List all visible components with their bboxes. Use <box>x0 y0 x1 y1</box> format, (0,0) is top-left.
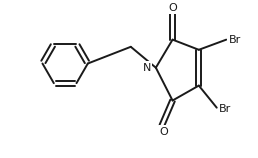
Text: Br: Br <box>229 35 241 45</box>
Text: N: N <box>143 63 151 73</box>
Text: O: O <box>160 127 168 137</box>
Text: O: O <box>168 3 177 13</box>
Text: Br: Br <box>219 104 231 114</box>
